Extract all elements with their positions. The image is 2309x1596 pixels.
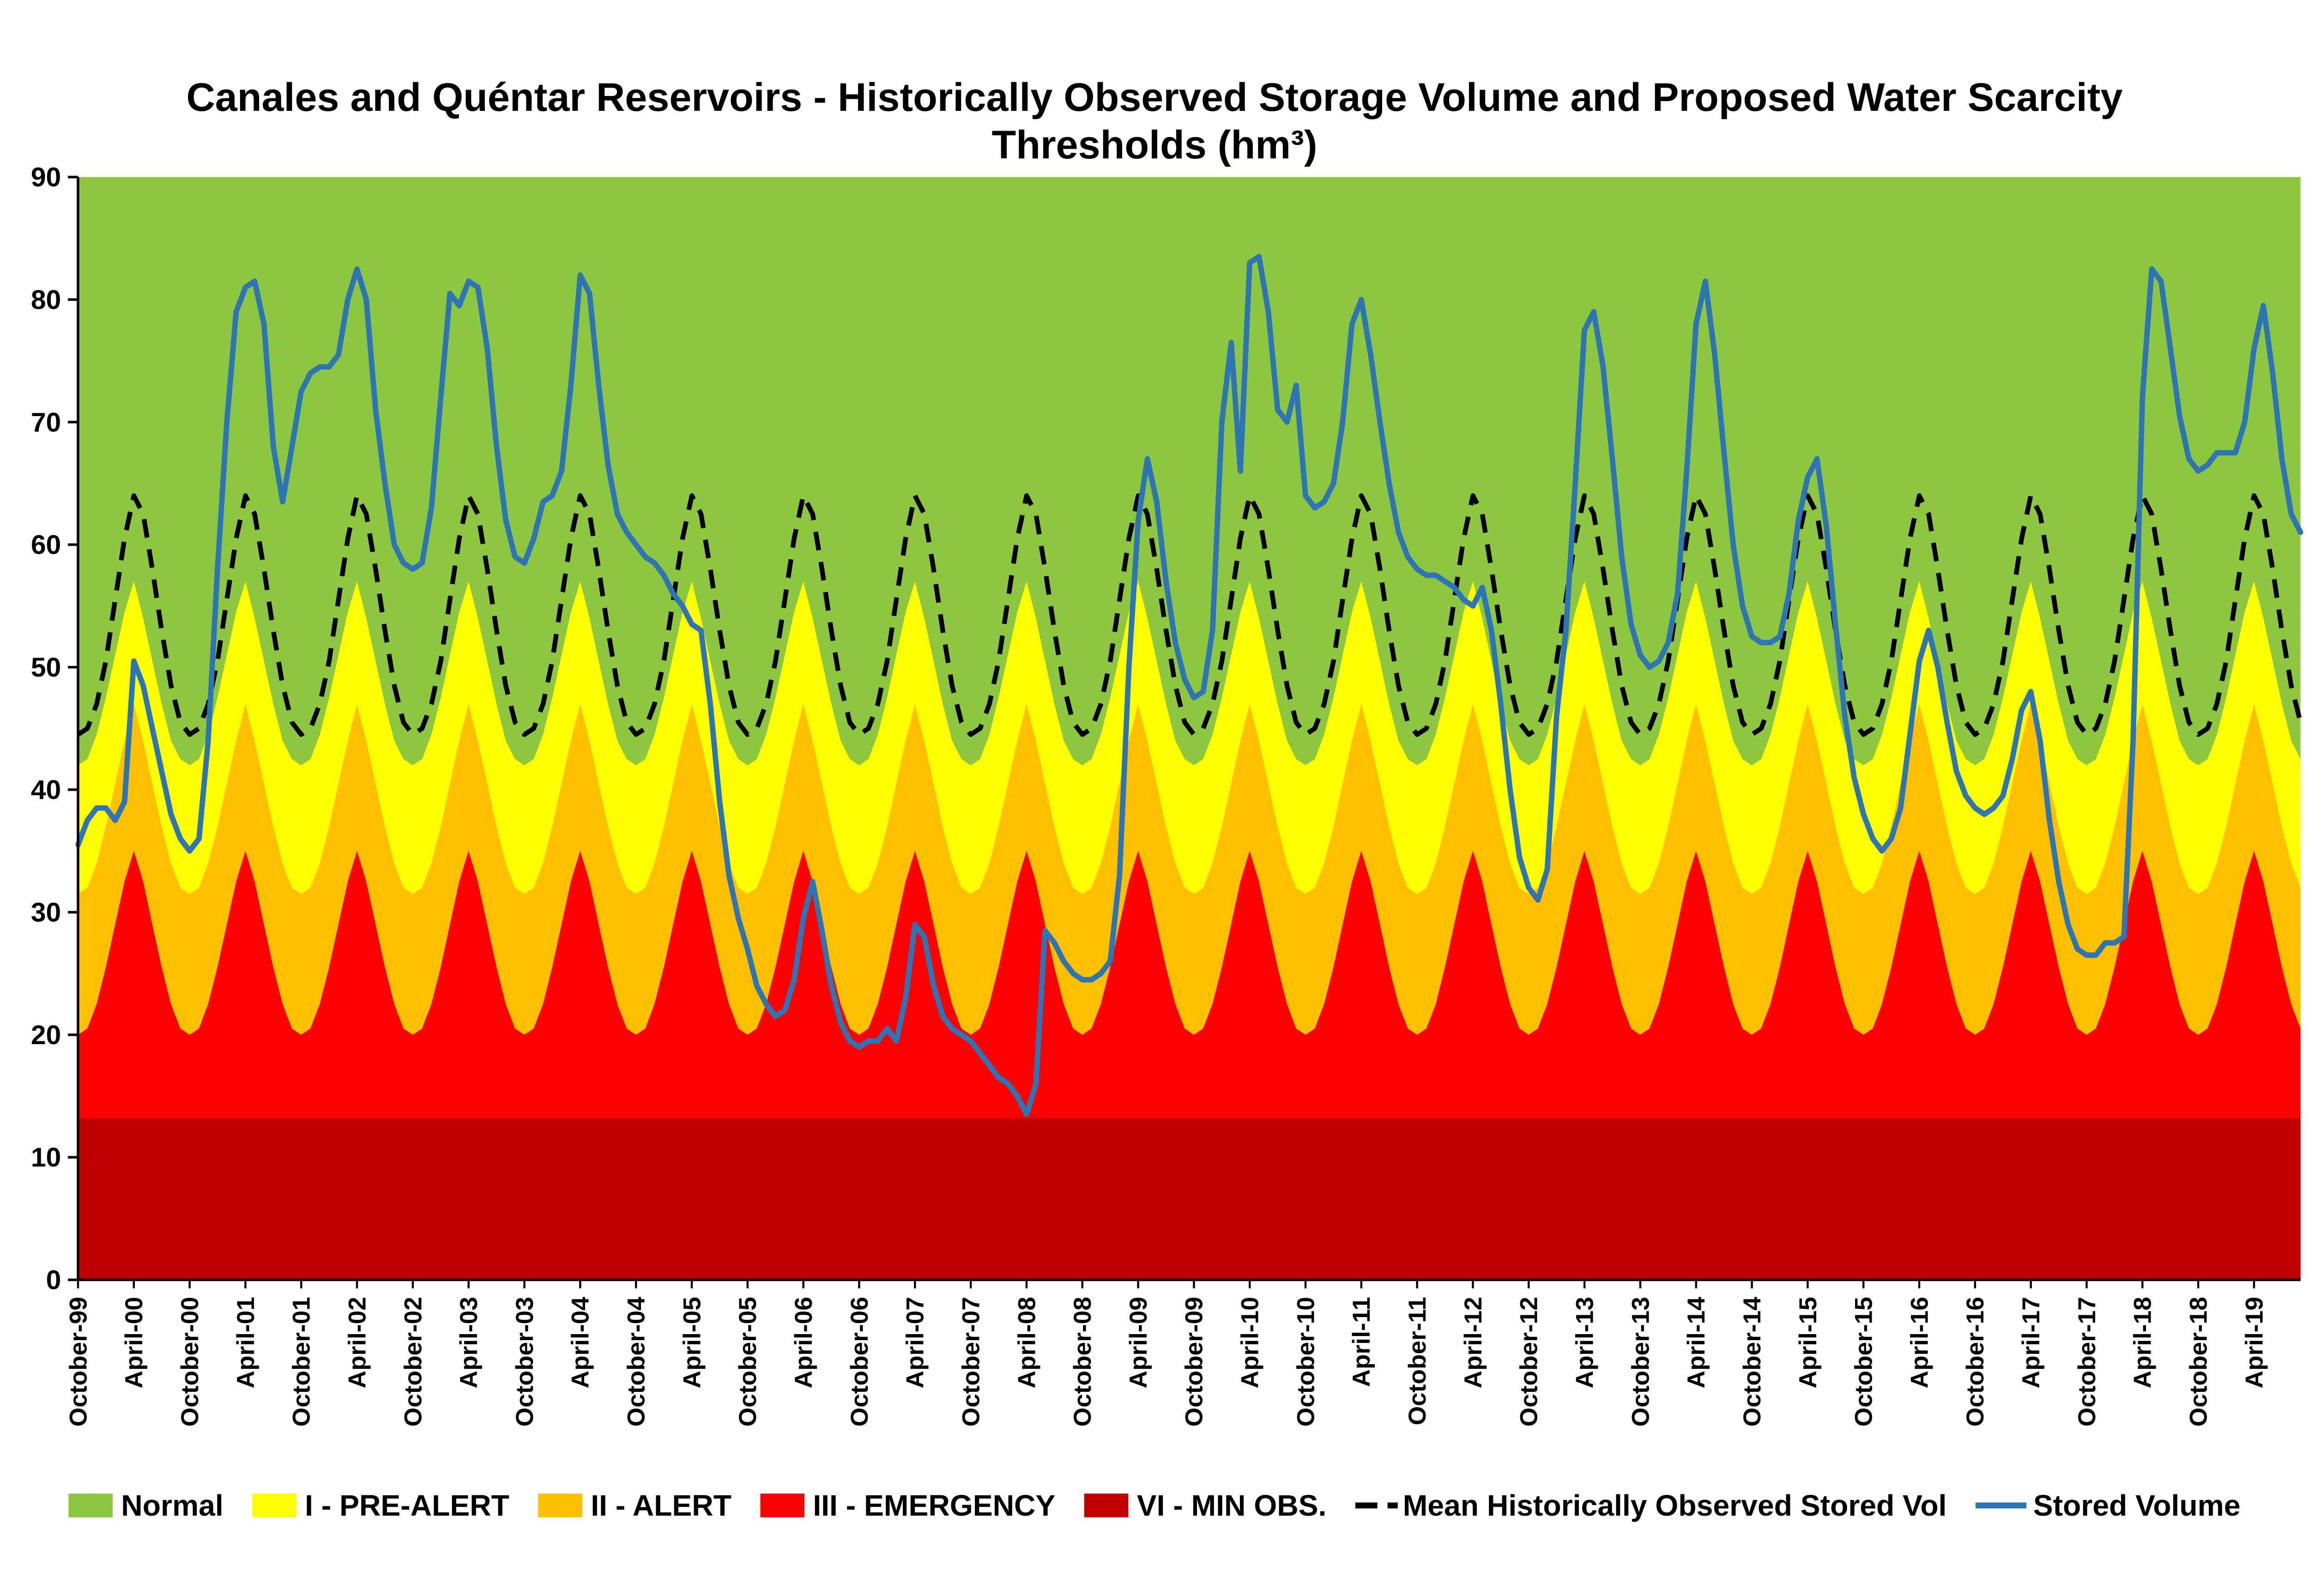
x-axis-tick-label: April-15 — [1795, 1297, 1822, 1388]
x-axis-tick-label: April-09 — [1125, 1297, 1152, 1388]
legend-item-min_obs: VI - MIN OBS. — [1084, 1489, 1327, 1522]
chart-title-line1: Canales and Quéntar Reservoirs - Histori… — [186, 75, 2122, 120]
axes: 0 10 20 30 40 50 60 70 80 90 October-99 April-00 Oct… — [31, 163, 2301, 1427]
x-axis-tick-label: October-05 — [734, 1297, 762, 1427]
x-axis-tick-label: October-03 — [511, 1297, 538, 1427]
y-axis-tick-label: 40 — [31, 775, 61, 805]
x-axis-tick-label: April-19 — [2241, 1297, 2268, 1388]
x-axis-tick-label: October-16 — [1962, 1297, 1989, 1427]
x-axis-tick-label: October-14 — [1739, 1297, 1766, 1427]
x-axis-tick-label: October-00 — [176, 1297, 204, 1427]
zone-min-obs — [78, 1118, 2301, 1280]
x-axis-tick-label: April-04 — [567, 1297, 594, 1389]
legend-swatch-normal — [68, 1493, 113, 1517]
x-axis-tick-label: October-07 — [957, 1297, 985, 1427]
x-axis-tick-label: October-06 — [846, 1297, 873, 1427]
x-axis-tick-label: April-01 — [232, 1297, 260, 1388]
x-axis-tick-label: October-09 — [1181, 1297, 1208, 1427]
legend-item-alert: II - ALERT — [538, 1489, 731, 1522]
x-axis-tick-label: October-15 — [1850, 1297, 1878, 1427]
x-axis-tick-label: April-07 — [902, 1297, 929, 1388]
x-axis-tick-label: October-17 — [2073, 1297, 2101, 1427]
x-axis-tick-label: October-99 — [65, 1297, 92, 1427]
legend: Normal I - PRE-ALERT II - ALERT III - EMERG… — [68, 1489, 2241, 1522]
legend-label: Stored Volume — [2033, 1489, 2241, 1522]
legend-item-prealert: I - PRE-ALERT — [252, 1489, 509, 1522]
legend-label: Normal — [121, 1489, 223, 1522]
x-axis-tick-label: October-13 — [1627, 1297, 1654, 1427]
x-axis-tick-label: April-14 — [1683, 1297, 1710, 1389]
legend-label: II - ALERT — [591, 1489, 731, 1522]
legend-label: VI - MIN OBS. — [1137, 1489, 1327, 1522]
x-axis-tick-label: April-10 — [1237, 1297, 1264, 1388]
x-axis-tick-label: October-08 — [1069, 1297, 1096, 1427]
x-axis-tick-label: October-11 — [1404, 1297, 1431, 1425]
legend-label: I - PRE-ALERT — [305, 1489, 509, 1522]
x-axis-tick-label: April-13 — [1571, 1297, 1598, 1388]
y-axis-tick-label: 80 — [31, 285, 61, 315]
x-axis-tick-label: April-17 — [2018, 1297, 2045, 1388]
legend-label: III - EMERGENCY — [813, 1489, 1055, 1522]
x-axis-tick-label: October-01 — [288, 1297, 315, 1427]
x-axis-tick-label: October-10 — [1292, 1297, 1319, 1427]
x-axis-tick-label: April-12 — [1460, 1297, 1487, 1388]
plot-area — [75, 177, 2303, 1280]
y-axis-tick-label: 90 — [31, 163, 61, 193]
legend-swatch-min_obs — [1084, 1493, 1129, 1517]
x-axis-tick-label: April-08 — [1013, 1297, 1040, 1388]
legend-item-mean_line_dash: Mean Historically Observed Stored Vol — [1355, 1489, 1947, 1522]
x-axis-tick-label: April-03 — [455, 1297, 483, 1388]
x-axis-tick-label: April-06 — [790, 1297, 817, 1388]
x-axis-tick-label: October-18 — [2185, 1297, 2212, 1427]
legend-item-normal: Normal — [68, 1489, 224, 1522]
x-axis-tick-label: April-16 — [1906, 1297, 1933, 1388]
x-axis-tick-label: October-12 — [1516, 1297, 1543, 1427]
x-axis-tick-label: April-02 — [344, 1297, 371, 1388]
y-axis-tick-label: 20 — [31, 1020, 61, 1050]
legend-item-emergency: III - EMERGENCY — [760, 1489, 1055, 1522]
x-axis-tick-label: April-05 — [678, 1297, 706, 1388]
mean-observed-line — [77, 493, 2303, 737]
x-axis-tick-label: April-11 — [1348, 1297, 1375, 1387]
x-axis-tick-label: April-18 — [2129, 1297, 2157, 1388]
y-axis-tick-label: 60 — [31, 530, 61, 560]
legend-swatch-emergency — [760, 1493, 804, 1517]
x-axis-tick-label: April-00 — [121, 1297, 148, 1388]
y-axis-tick-label: 10 — [31, 1143, 61, 1173]
y-axis-tick-label: 50 — [31, 653, 61, 683]
legend-swatch-prealert — [252, 1493, 296, 1517]
chart-title-line2: Thresholds (hm³) — [992, 123, 1318, 167]
x-axis-tick-label: October-04 — [623, 1297, 650, 1427]
legend-label: Mean Historically Observed Stored Vol — [1403, 1489, 1947, 1522]
legend-swatch-alert — [538, 1493, 582, 1517]
legend-item-stored_line: Stored Volume — [1975, 1489, 2241, 1522]
y-axis-tick-label: 30 — [31, 898, 61, 928]
stored-volume-line — [75, 254, 2303, 1118]
x-axis-tick-label: October-02 — [399, 1297, 427, 1427]
y-axis-tick-label: 0 — [46, 1265, 61, 1295]
y-axis-tick-label: 70 — [31, 407, 61, 437]
